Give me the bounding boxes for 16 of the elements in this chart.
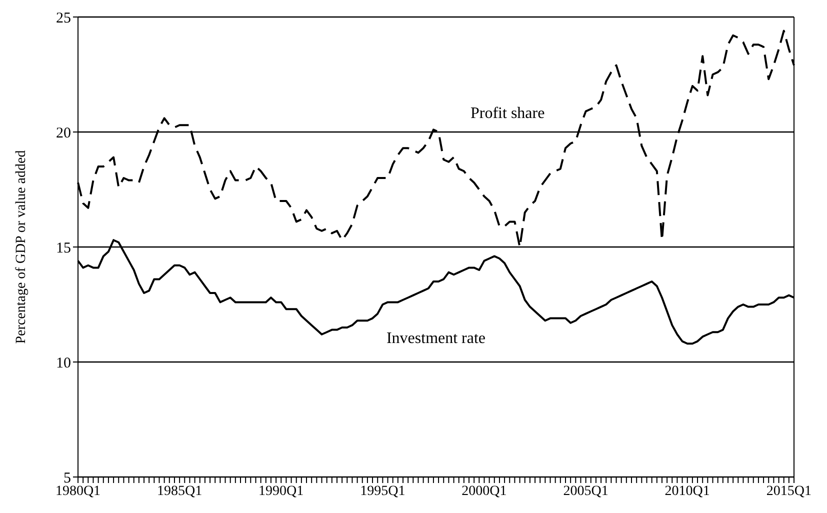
x-tick-label: 1990Q1 — [258, 484, 304, 499]
series-label: Investment rate — [386, 330, 486, 348]
y-axis-title: Percentage of GDP or value added — [14, 150, 29, 344]
y-tick-label: 5 — [64, 470, 71, 486]
x-tick-label: 2010Q1 — [664, 484, 710, 499]
y-tick-label: 25 — [56, 10, 71, 26]
x-tick-label: 1985Q1 — [157, 484, 202, 499]
y-tick-label: 10 — [56, 355, 71, 372]
x-tick-label: 1995Q1 — [360, 484, 406, 499]
x-tick-label: 2005Q1 — [563, 484, 608, 499]
x-tick-label: 2015Q1 — [766, 484, 812, 499]
y-tick-label: 15 — [56, 240, 71, 256]
x-tick-label: 1980Q1 — [55, 484, 101, 499]
y-tick-label: 20 — [56, 125, 71, 142]
x-tick-label: 2000Q1 — [462, 484, 507, 499]
text: Profit share — [470, 104, 545, 123]
